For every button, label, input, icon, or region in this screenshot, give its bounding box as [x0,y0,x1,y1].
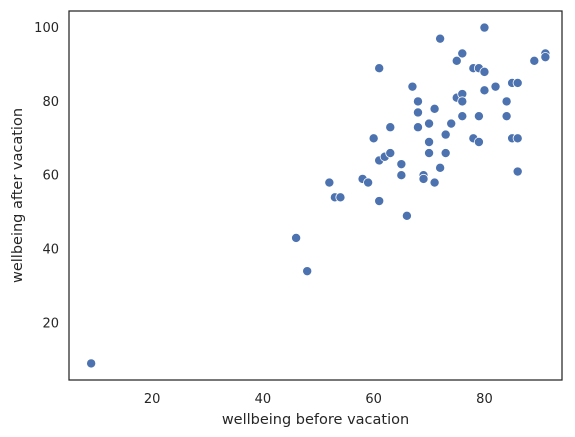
data-point [512,166,523,177]
data-point [374,63,385,74]
data-point [412,107,423,118]
data-point [424,136,435,147]
data-point [291,232,302,243]
data-point [368,133,379,144]
data-point [501,96,512,107]
data-point [440,129,451,140]
data-point [473,111,484,122]
data-point [490,81,501,92]
data-point [412,122,423,133]
x-tick-label: 20 [144,392,161,407]
x-axis-label: wellbeing before vacation [222,412,409,428]
data-point [429,103,440,114]
plot-frame [68,10,563,381]
data-point [424,148,435,159]
data-point [86,358,97,369]
data-point [424,118,435,129]
data-point [374,196,385,207]
data-point [407,81,418,92]
data-point [512,133,523,144]
data-point [457,111,468,122]
data-point [479,22,490,33]
y-axis-ticks: 20 40 60 80 100 [34,21,59,331]
data-point [429,177,440,188]
data-point [335,192,346,203]
data-point [363,177,374,188]
data-point [440,148,451,159]
data-point [385,122,396,133]
points-layer [86,22,551,369]
data-point [396,170,407,181]
data-point [435,162,446,173]
data-point [446,118,457,129]
y-tick-label: 40 [42,243,59,258]
data-point [385,148,396,159]
y-axis-label: wellbeing after vacation [10,108,26,283]
data-point [479,85,490,96]
x-tick-label: 60 [365,392,382,407]
data-point [302,266,313,277]
y-tick-label: 20 [42,316,59,331]
data-point [529,55,540,66]
x-tick-label: 40 [255,392,272,407]
x-tick-label: 80 [476,392,493,407]
data-point [479,66,490,77]
data-point [412,96,423,107]
data-point [540,52,551,63]
data-point [396,159,407,170]
data-point [324,177,335,188]
data-point [501,111,512,122]
data-point [418,173,429,184]
data-point [457,96,468,107]
x-axis-ticks: 20 40 60 80 [144,392,493,407]
data-point [451,55,462,66]
y-tick-label: 100 [34,21,59,36]
data-point [457,48,468,59]
y-tick-label: 80 [42,95,59,110]
data-point [435,33,446,44]
data-point [401,210,412,221]
y-tick-label: 60 [42,169,59,184]
data-point [473,136,484,147]
data-point [512,77,523,88]
